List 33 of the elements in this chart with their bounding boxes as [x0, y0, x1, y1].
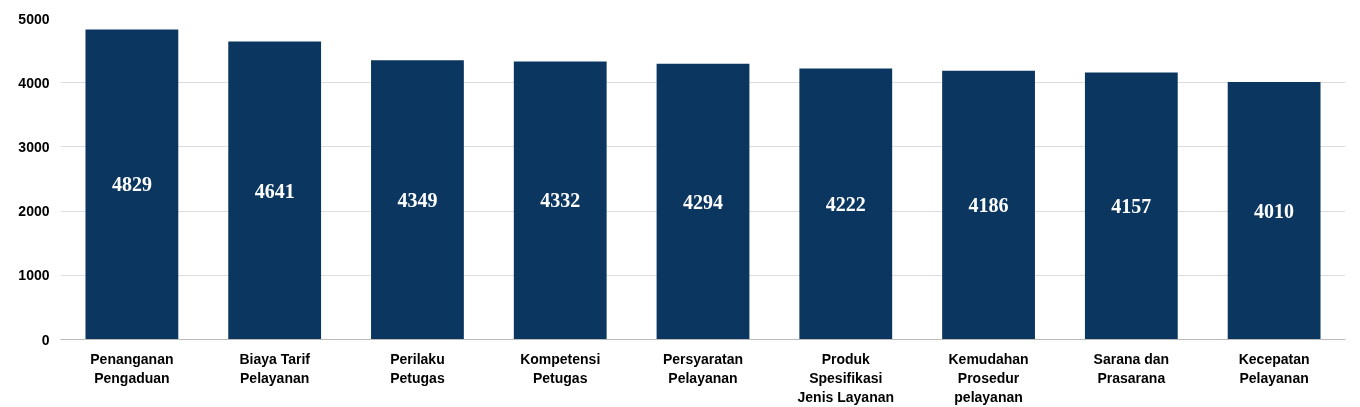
- x-tick-label: Sarana dan Prasarana: [1093, 350, 1170, 386]
- x-tick-label: Produk Spesifikasi Jenis Layanan: [797, 350, 895, 405]
- x-tick-label: Kompetensi Petugas: [520, 350, 601, 386]
- x-tick-label: Biaya Tarif Pelayanan: [239, 350, 311, 386]
- x-tick-label: Persyaratan Pelayanan: [662, 350, 744, 386]
- bar: [942, 70, 1035, 340]
- data-label: 4829: [111, 173, 152, 196]
- bar: [371, 60, 464, 340]
- y-tick-label: 1000: [18, 267, 50, 284]
- data-label: 4641: [254, 179, 295, 202]
- bar: [1227, 82, 1321, 340]
- y-tick-label: 3000: [18, 138, 50, 155]
- data-label: 4349: [397, 188, 438, 211]
- bar: [799, 68, 893, 340]
- x-tick-label: Perilaku Petugas: [390, 350, 445, 386]
- x-tick-label: Kemudahan Prosedur pelayanan: [948, 350, 1029, 405]
- bar: [228, 41, 322, 340]
- bar: [85, 29, 179, 340]
- data-label: 4332: [540, 189, 581, 212]
- bar: [656, 63, 750, 340]
- bar: [513, 61, 607, 340]
- y-tick-label: 0: [41, 331, 50, 348]
- data-label: 4157: [1111, 195, 1152, 218]
- y-tick-label: 2000: [18, 203, 50, 220]
- bar: [1084, 72, 1178, 340]
- y-tick-label: 5000: [18, 10, 50, 27]
- y-tick-label: 4000: [18, 74, 50, 91]
- x-tick-label: Penanganan Pengaduan: [90, 350, 174, 386]
- data-label: 4294: [683, 190, 723, 213]
- data-label: 4010: [1254, 199, 1295, 222]
- data-label: 4186: [968, 194, 1009, 217]
- data-label: 4222: [825, 192, 866, 215]
- x-tick-label: Kecepatan Pelayanan: [1238, 350, 1310, 386]
